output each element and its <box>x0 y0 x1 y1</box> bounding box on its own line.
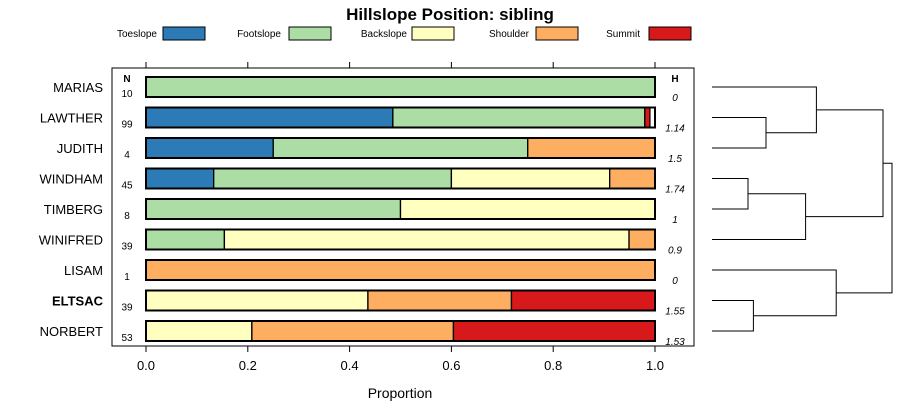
bar-outline-timberg <box>145 198 656 220</box>
bar-judith-toeslope <box>145 137 274 159</box>
dendrogram-merge-0 <box>712 117 767 149</box>
bar-outline-marias <box>145 76 656 98</box>
h-header: H <box>671 74 678 85</box>
dendrogram-merge-3 <box>712 193 807 240</box>
bar-lawther-summit <box>644 106 651 129</box>
x-tick-label-2: 0.4 <box>341 358 359 373</box>
n-label-marias: 10 <box>121 89 133 100</box>
bar-judith-shoulder <box>527 137 656 159</box>
site-label-lisam: LISAM <box>64 263 103 278</box>
n-label-winifred: 39 <box>121 242 133 253</box>
bar-windham-backslope <box>450 167 611 190</box>
bar-outline-judith <box>145 137 656 159</box>
site-label-norbert: NORBERT <box>40 324 103 339</box>
bar-windham-toeslope <box>145 167 215 190</box>
legend-swatch-summit <box>648 26 692 41</box>
x-tick-label-3: 0.6 <box>442 358 460 373</box>
bar-lisam-shoulder <box>145 259 656 281</box>
bar-norbert-backslope <box>145 320 253 342</box>
h-label-winifred: 0.9 <box>668 246 682 257</box>
bar-norbert-shoulder <box>251 320 455 342</box>
h-label-eltsac: 1.55 <box>665 307 685 318</box>
bar-outline-winifred <box>145 228 656 251</box>
bar-windham-shoulder <box>609 167 656 190</box>
n-label-norbert: 53 <box>121 333 133 344</box>
site-label-eltsac: ELTSAC <box>52 294 104 309</box>
n-label-judith: 4 <box>124 150 130 161</box>
n-label-eltsac: 39 <box>121 303 133 314</box>
legend: Toeslope Footslope Backslope Shoulder Summit <box>117 26 692 41</box>
bar-eltsac-backslope <box>145 289 369 312</box>
h-label-norbert: 1.53 <box>665 337 685 348</box>
x-axis: 0.0 0.2 0.4 0.6 0.8 1.0 <box>137 62 664 373</box>
dendrogram-merge-5 <box>712 300 754 332</box>
site-label-timberg: TIMBERG <box>44 202 103 217</box>
x-tick-label-5: 1.0 <box>646 358 664 373</box>
legend-swatch-footslope <box>288 26 332 41</box>
site-label-marias: MARIAS <box>53 80 103 95</box>
site-label-lawther: LAWTHER <box>40 111 103 126</box>
n-label-timberg: 8 <box>124 211 130 222</box>
h-label-marias: 0 <box>672 93 678 104</box>
legend-swatch-backslope <box>411 26 455 41</box>
n-header: N <box>123 74 130 85</box>
bars-layer <box>145 76 656 342</box>
legend-label-summit: Summit <box>606 29 640 40</box>
site-label-winifred: WINIFRED <box>39 233 103 248</box>
dendrogram-merge-6 <box>712 269 837 317</box>
bar-outline-lisam <box>145 259 656 281</box>
bar-lawther-toeslope <box>145 106 394 129</box>
bar-winifred-backslope <box>223 228 630 251</box>
n-label-lawther: 99 <box>121 120 133 131</box>
site-label-judith: JUDITH <box>57 141 103 156</box>
site-label-windham: WINDHAM <box>39 172 103 187</box>
bar-outline-eltsac <box>145 289 656 312</box>
dendrogram-merge-7 <box>836 162 893 294</box>
dendrogram-merge-4 <box>805 109 884 218</box>
legend-label-footslope: Footslope <box>237 29 281 40</box>
bar-outline-norbert <box>145 320 656 342</box>
bar-winifred-footslope <box>145 228 226 251</box>
x-axis-title: Proportion <box>368 385 433 401</box>
x-tick-label-4: 0.8 <box>544 358 562 373</box>
dendrogram <box>712 86 893 332</box>
bar-outline-windham <box>145 167 656 190</box>
dendrogram-merge-2 <box>712 178 749 210</box>
bar-windham-footslope <box>213 167 453 190</box>
n-label-windham: 45 <box>121 181 133 192</box>
bar-judith-footslope <box>272 137 529 159</box>
dendrogram-merge-1 <box>712 86 817 134</box>
n-label-lisam: 1 <box>124 272 130 283</box>
bar-winifred-shoulder <box>628 228 656 251</box>
h-label-lisam: 0 <box>672 276 678 287</box>
bar-eltsac-summit <box>510 289 656 312</box>
h-label-judith: 1.5 <box>668 154 682 165</box>
bar-timberg-footslope <box>145 198 402 220</box>
plot-frame <box>111 67 695 347</box>
bar-timberg-backslope <box>399 198 656 220</box>
bar-lawther-footslope <box>392 106 646 129</box>
legend-label-shoulder: Shoulder <box>489 29 530 40</box>
chart-title: Hillslope Position: sibling <box>346 5 554 24</box>
legend-label-toeslope: Toeslope <box>117 29 157 40</box>
bar-norbert-summit <box>452 320 656 342</box>
x-tick-label-0: 0.0 <box>137 358 155 373</box>
h-label-lawther: 1.14 <box>665 124 685 135</box>
bar-marias-footslope <box>145 76 656 98</box>
legend-swatch-toeslope <box>162 26 206 41</box>
legend-swatch-shoulder <box>535 26 579 41</box>
h-label-timberg: 1 <box>672 215 678 226</box>
x-tick-label-1: 0.2 <box>239 358 257 373</box>
legend-label-backslope: Backslope <box>361 29 408 40</box>
bar-eltsac-shoulder <box>367 289 513 312</box>
h-label-windham: 1.74 <box>665 185 685 196</box>
bar-outline-lawther <box>145 106 656 129</box>
